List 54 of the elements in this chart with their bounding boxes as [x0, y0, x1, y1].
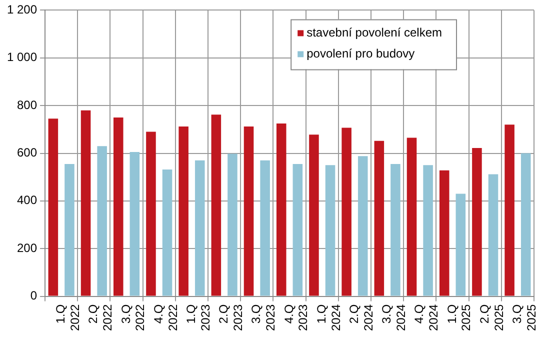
- bar: [504, 124, 514, 296]
- bar: [113, 117, 124, 296]
- bar: [309, 134, 319, 296]
- bar: [374, 140, 384, 296]
- x-tick-label: 3.Q 2022: [118, 304, 148, 332]
- bar: [130, 152, 140, 296]
- y-tick-label: 1 000: [7, 50, 38, 64]
- x-tick-label: 3.Q 2023: [249, 304, 278, 332]
- x-tick-label: 1.Q 2024: [314, 304, 343, 332]
- x-tick-label: 1.Q 2025: [444, 304, 474, 332]
- y-tick-label: 0: [30, 288, 38, 303]
- x-tick-label: 4.Q 2024: [412, 304, 441, 332]
- bar: [97, 146, 107, 296]
- bar: [244, 126, 254, 296]
- bar: [48, 118, 58, 296]
- bar: [162, 169, 172, 296]
- legend-label: povolení pro budovy: [306, 46, 415, 61]
- bar: [178, 126, 188, 296]
- bar: [292, 164, 303, 296]
- y-tick-label: 1 200: [7, 2, 38, 17]
- bar: [325, 165, 336, 296]
- bar: [390, 164, 400, 296]
- y-tick-label: 600: [17, 146, 38, 160]
- x-tick-label: 4.Q 2022: [151, 304, 180, 332]
- bar: [146, 132, 156, 296]
- x-tick-label: 1.Q 2023: [184, 304, 212, 332]
- bar: [342, 128, 352, 296]
- bar: [456, 194, 466, 296]
- x-tick-label: 1.Q 2022: [54, 304, 82, 332]
- x-tick-label: 4.Q 2023: [282, 304, 310, 332]
- bar: [520, 153, 531, 296]
- y-tick-label: 200: [17, 240, 38, 255]
- bar: [406, 138, 417, 296]
- bar: [358, 156, 368, 296]
- bar: [260, 160, 270, 296]
- y-tick-label: 800: [17, 98, 38, 112]
- bar: [276, 123, 286, 296]
- x-tick-label: 2.Q 2022: [86, 304, 115, 332]
- bar: [64, 164, 74, 296]
- bar: [488, 174, 498, 296]
- bar: [211, 114, 222, 296]
- bar: [439, 170, 450, 296]
- x-tick-label: 2.Q 2023: [216, 304, 246, 332]
- bar: [80, 110, 91, 296]
- bar: [423, 165, 433, 296]
- bar: [472, 148, 482, 296]
- bar: [194, 160, 205, 296]
- x-tick-label: 2.Q 2025: [477, 304, 506, 332]
- y-tick-label: 400: [17, 193, 38, 208]
- x-tick-label: 3.Q 2024: [380, 304, 408, 332]
- x-tick-label: 2.Q 2024: [347, 304, 376, 332]
- x-tick-label: 3.Q 2025: [510, 304, 538, 332]
- legend-label: stavební povolení celkem: [306, 26, 442, 40]
- bar: [228, 154, 238, 296]
